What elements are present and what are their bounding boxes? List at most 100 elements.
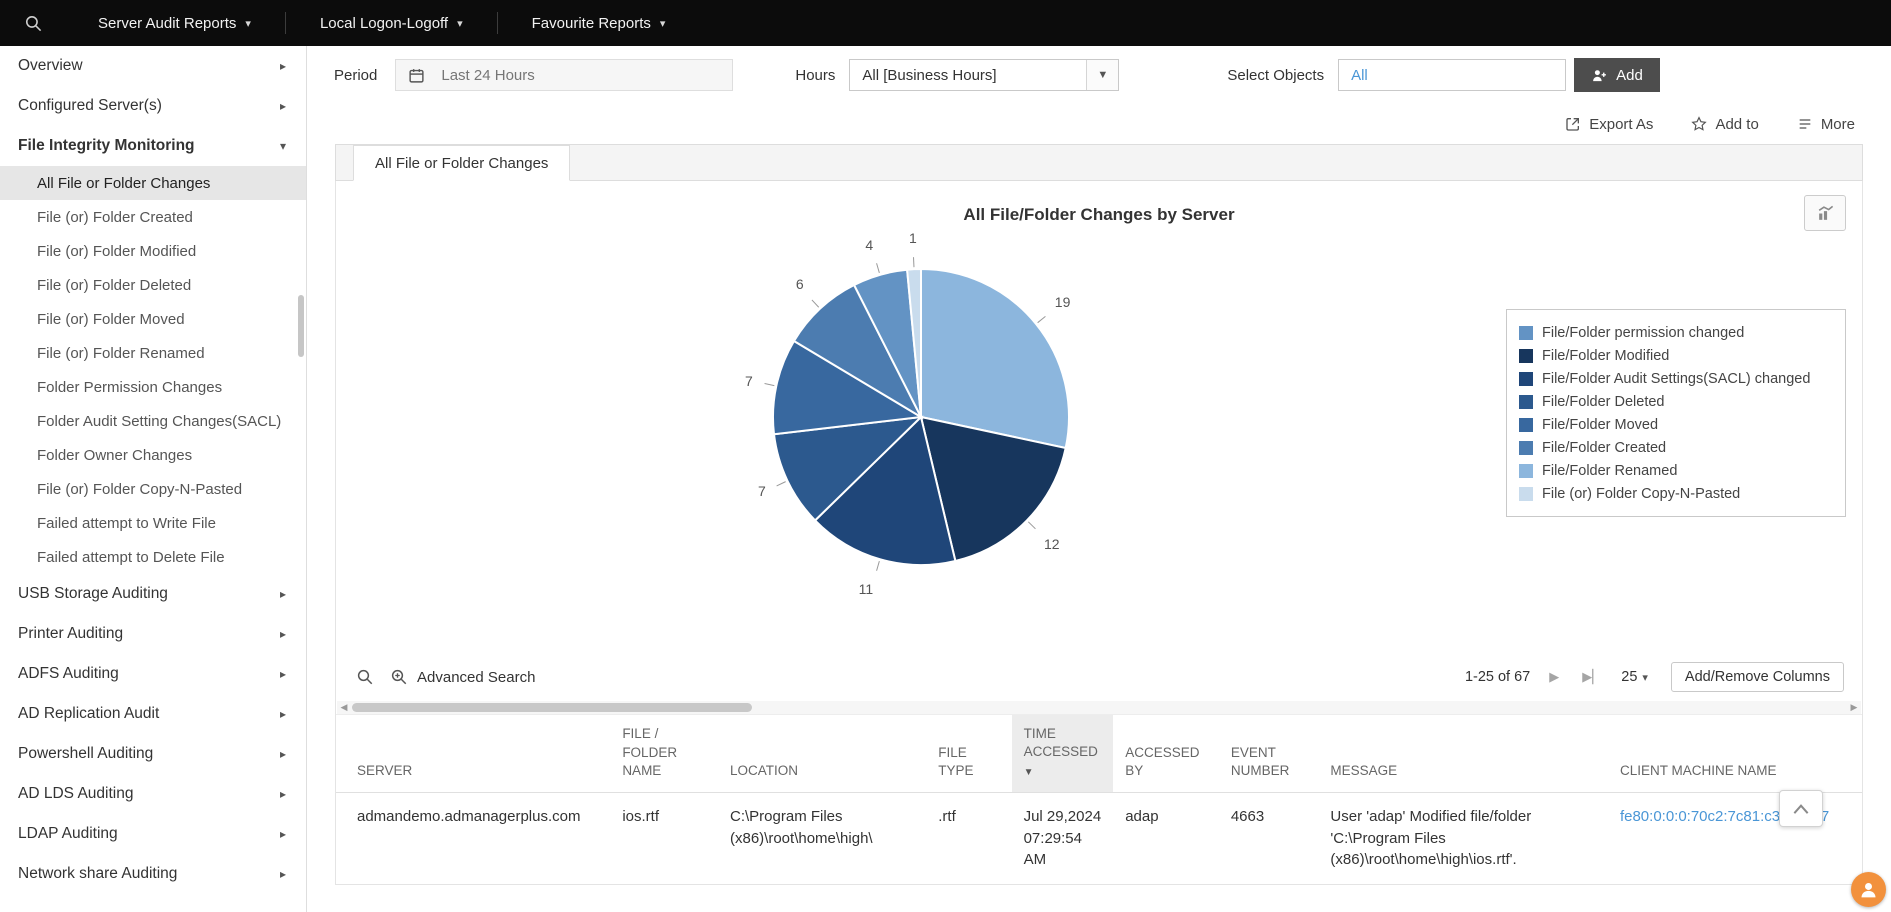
scroll-to-top-button[interactable] [1779,790,1823,827]
export-icon [1566,118,1580,131]
menu-favourite-reports[interactable]: Favourite Reports ▾ [498,0,700,46]
add-button[interactable]: Add [1574,58,1660,92]
sidebar-item-ad-replication-audit[interactable]: AD Replication Audit ▸ [0,694,306,734]
chart-type-icon [1818,205,1833,220]
select-objects-label: Select Objects [1227,66,1325,84]
next-page-button[interactable]: ▶ [1545,667,1563,687]
sidebar-item-file-integrity-monitoring[interactable]: File Integrity Monitoring ▾ [0,126,306,166]
chevron-right-icon: ▸ [279,867,286,881]
legend-label: File/Folder Created [1542,439,1667,456]
sidebar-item-adfs-auditing[interactable]: ADFS Auditing ▸ [0,654,306,694]
column-header-label: EVENT NUMBER [1230,744,1290,778]
pie-label-tick [876,263,880,274]
pie-slice-file-folder-audit-settings-sacl-changed[interactable] [813,415,957,567]
chevron-down-icon: ▾ [279,139,286,153]
legend-item-file-folder-audit-settings-sacl-changed[interactable]: File/Folder Audit Settings(SACL) changed [1519,367,1833,390]
page-size-value: 25 [1621,669,1638,685]
page-size-select[interactable]: 25 ▾ [1621,669,1648,685]
cell-file_type: .rtf [938,807,956,825]
sidebar-item-label: Printer Auditing [18,625,124,642]
chevron-down-icon: ▾ [1642,671,1648,684]
sidebar-item-file-or-folder-modified[interactable]: File (or) Folder Modified [37,242,197,260]
select-objects-field[interactable]: All [1338,59,1567,91]
sidebar-item-folder-audit-setting-changes-sacl[interactable]: Folder Audit Setting Changes(SACL) [37,412,282,430]
menu-local-logon-logoff[interactable]: Local Logon-Logoff ▾ [286,0,497,46]
tab-all-file-or-folder-changes[interactable]: All File or Folder Changes [353,145,571,181]
period-value: Last 24 Hours [441,66,535,84]
sidebar-item-file-or-folder-copy-n-pasted[interactable]: File (or) Folder Copy-N-Pasted [37,480,243,498]
horizontal-scrollbar-thumb[interactable] [352,703,752,712]
pie-slice-file-folder-moved[interactable] [772,339,925,436]
sidebar-item-overview[interactable]: Overview ▸ [0,46,306,86]
sidebar-item-file-or-folder-moved[interactable]: File (or) Folder Moved [37,310,185,328]
menu-server-audit-reports[interactable]: Server Audit Reports ▾ [64,0,285,46]
cell-client_machine_name[interactable]: fe80:0:0:0:70c2:7c81:c35f:29c7 [1619,807,1830,825]
column-header-event-number[interactable]: EVENT NUMBER [1218,714,1319,793]
sidebar-item-ldap-auditing[interactable]: LDAP Auditing ▸ [0,814,306,854]
add-to-button[interactable]: Add to [1691,116,1759,133]
cell-server: admandemo.admanagerplus.com [357,807,581,825]
legend-item-file-or-folder-copy-n-pasted[interactable]: File (or) Folder Copy-N-Pasted [1519,482,1833,505]
pie-slice-value: 7 [758,483,766,499]
sidebar-item-label: AD LDS Auditing [18,785,134,802]
sidebar-item-powershell-auditing[interactable]: Powershell Auditing ▸ [0,734,306,774]
column-header-accessed-by[interactable]: ACCESSED BY [1113,714,1219,793]
cell-event_number: 4663 [1230,807,1265,825]
last-page-button[interactable]: ▶▏ [1578,667,1606,687]
global-search-button[interactable] [24,14,64,33]
assistant-bubble[interactable] [1851,872,1886,907]
hours-select[interactable]: All [Business Hours] ▼ [849,59,1120,91]
chevron-right-icon: ▸ [279,827,286,841]
sidebar-item-printer-auditing[interactable]: Printer Auditing ▸ [0,614,306,654]
legend-item-file-folder-created[interactable]: File/Folder Created [1519,436,1833,459]
pie-slice-file-folder-modified[interactable] [919,415,1067,563]
export-as-button[interactable]: Export As [1565,116,1653,133]
sidebar-item-failed-attempt-to-delete-file[interactable]: Failed attempt to Delete File [37,548,225,566]
pie-label-tick [1037,316,1046,324]
cell-message: User 'adap' Modified file/folder 'C:\Pro… [1330,807,1532,869]
column-header-location[interactable]: LOCATION [718,714,927,793]
sidebar-item-ad-lds-auditing[interactable]: AD LDS Auditing ▸ [0,774,306,814]
chevron-down-icon: ▼ [1086,60,1119,90]
sidebar-item-file-or-folder-renamed[interactable]: File (or) Folder Renamed [37,344,205,362]
sidebar-item-file-or-folder-deleted[interactable]: File (or) Folder Deleted [37,276,192,294]
add-button-label: Add [1616,66,1643,84]
pie-slice-file-folder-renamed[interactable] [920,267,1070,450]
pie-slice-file-or-folder-copy-n-pasted[interactable] [906,267,922,418]
legend-item-file-folder-permission-changed[interactable]: File/Folder permission changed [1519,321,1833,344]
menu-label: Favourite Reports [531,14,651,32]
sidebar-item-file-or-folder-created[interactable]: File (or) Folder Created [37,208,193,226]
scroll-right-arrow-icon[interactable]: ▶ [1850,702,1858,712]
more-button[interactable]: More [1797,116,1855,133]
search-icon[interactable] [356,668,374,686]
column-header-file-type[interactable]: FILE TYPE [926,714,1012,793]
sidebar-scrollbar[interactable] [298,295,304,357]
legend-item-file-folder-deleted[interactable]: File/Folder Deleted [1519,390,1833,413]
scroll-left-arrow-icon[interactable]: ◀ [340,702,348,712]
legend-item-file-folder-renamed[interactable]: File/Folder Renamed [1519,459,1833,482]
add-remove-columns-button[interactable]: Add/Remove Columns [1670,662,1844,692]
pie-slice-value: 4 [865,237,873,253]
sidebar-item-usb-storage-auditing[interactable]: USB Storage Auditing ▸ [0,574,306,614]
table-body: admandemo.admanagerplus.com ios.rtf C:\Pro… [336,792,1862,884]
column-header-label: FILE TYPE [938,744,974,778]
advanced-search-button[interactable]: Advanced Search [390,668,535,686]
pie-slice-value: 19 [1055,294,1071,310]
legend-item-file-folder-moved[interactable]: File/Folder Moved [1519,413,1833,436]
sidebar-item-folder-permission-changes[interactable]: Folder Permission Changes [37,378,223,396]
column-header-message[interactable]: MESSAGE [1318,714,1608,793]
pie-slice-file-folder-deleted[interactable] [772,415,924,522]
period-field[interactable]: Last 24 Hours [395,59,734,91]
chart-type-button[interactable] [1804,195,1846,231]
pie-slice-file-folder-created[interactable] [792,283,924,420]
sidebar-item-network-share-auditing[interactable]: Network share Auditing ▸ [0,854,306,894]
column-header-server[interactable]: SERVER [336,714,611,793]
column-header-time-accessed[interactable]: TIME ACCESSED ▼ [1011,714,1114,793]
column-header-client-machine-name[interactable]: CLIENT MACHINE NAME [1607,714,1862,793]
sidebar-item-all-file-or-folder-changes[interactable]: All File or Folder Changes [0,166,306,200]
sidebar-item-configured-server-s[interactable]: Configured Server(s) ▸ [0,86,306,126]
column-header-file-folder-name[interactable]: FILE / FOLDER NAME [610,714,718,793]
legend-item-file-folder-modified[interactable]: File/Folder Modified [1519,344,1833,367]
sidebar-item-folder-owner-changes[interactable]: Folder Owner Changes [37,446,193,464]
sidebar-item-failed-attempt-to-write-file[interactable]: Failed attempt to Write File [37,514,216,532]
